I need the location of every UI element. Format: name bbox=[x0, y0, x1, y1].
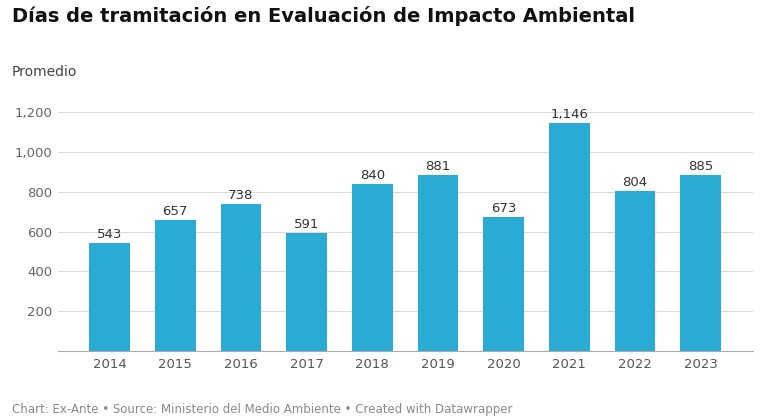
Text: 591: 591 bbox=[294, 218, 319, 231]
Bar bbox=[483, 217, 524, 351]
Text: 673: 673 bbox=[491, 202, 516, 215]
Bar bbox=[418, 176, 458, 351]
Text: 738: 738 bbox=[228, 189, 253, 202]
Text: 840: 840 bbox=[359, 169, 385, 182]
Bar bbox=[89, 243, 130, 351]
Text: 881: 881 bbox=[425, 161, 451, 173]
Text: 657: 657 bbox=[163, 205, 188, 218]
Bar bbox=[614, 191, 655, 351]
Text: Chart: Ex-Ante • Source: Ministerio del Medio Ambiente • Created with Datawrappe: Chart: Ex-Ante • Source: Ministerio del … bbox=[12, 403, 512, 416]
Bar bbox=[286, 233, 327, 351]
Bar bbox=[352, 184, 392, 351]
Bar bbox=[155, 220, 196, 351]
Text: 1,146: 1,146 bbox=[551, 108, 588, 121]
Bar bbox=[680, 175, 721, 351]
Text: Días de tramitación en Evaluación de Impacto Ambiental: Días de tramitación en Evaluación de Imp… bbox=[12, 6, 634, 26]
Bar bbox=[549, 122, 590, 351]
Bar bbox=[220, 204, 261, 351]
Text: Promedio: Promedio bbox=[12, 65, 77, 79]
Text: 543: 543 bbox=[97, 228, 122, 241]
Text: 885: 885 bbox=[688, 160, 713, 173]
Text: 804: 804 bbox=[622, 176, 647, 189]
